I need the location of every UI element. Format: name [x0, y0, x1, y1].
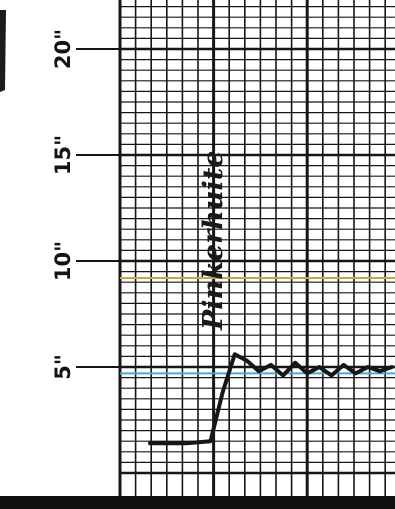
y-tick-label: 15"	[51, 135, 75, 175]
grid-layer	[118, 0, 395, 496]
reference-line-layer	[120, 277, 395, 375]
trace-line	[148, 352, 394, 446]
y-tick-label: 20"	[51, 29, 75, 69]
y-tick-label: 5"	[51, 354, 75, 380]
y-tick-layer: 5"10"15"20"25"	[51, 29, 120, 380]
y-tick-label: 10"	[51, 241, 75, 281]
bottom-border	[0, 496, 395, 509]
handwritten-annotation: Pinkerhuite	[198, 151, 229, 331]
trace-layer	[148, 352, 394, 446]
left-edge-stroke	[0, 10, 6, 92]
